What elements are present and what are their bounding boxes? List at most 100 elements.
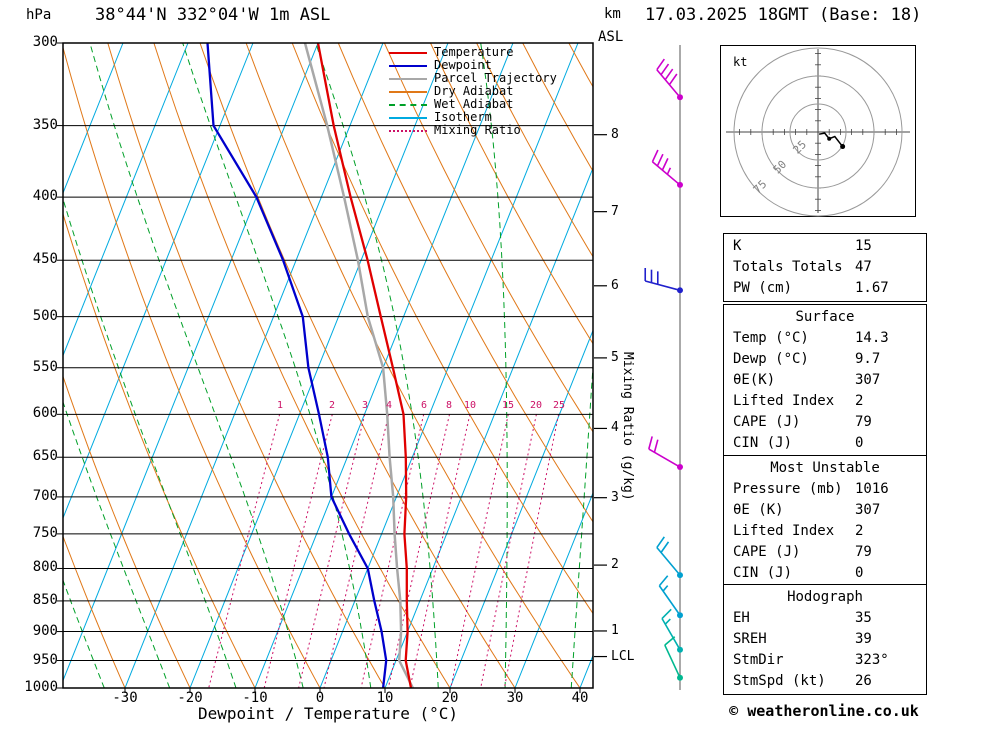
table-row-label: SREH xyxy=(733,631,767,647)
wind-barb xyxy=(658,575,683,619)
table-row-value: 35 xyxy=(855,610,872,626)
temperature-tick-label: 0 xyxy=(315,690,325,706)
table-row-label: EH xyxy=(733,610,750,626)
mixing-ratio-value-label: 8 xyxy=(445,400,453,411)
hodograph-storm-marker xyxy=(840,144,846,150)
km-tick-label: 3 xyxy=(611,490,619,505)
table-section-title: Hodograph xyxy=(787,589,863,605)
pressure-gridlines xyxy=(57,42,593,693)
legend-line-sample xyxy=(389,129,427,132)
hodograph-ring xyxy=(789,103,847,161)
mixing-ratio-lines xyxy=(208,414,560,688)
mixing-ratio-value-label: 20 xyxy=(529,400,543,411)
temperature-curve xyxy=(316,43,413,688)
table-row-value: 2 xyxy=(855,393,864,409)
legend-item: Dry Adiabat xyxy=(389,85,557,98)
temperature-tick-label: -10 xyxy=(242,690,268,706)
table-row-value: 9.7 xyxy=(855,351,881,367)
table-row-label: Totals Totals xyxy=(733,259,843,275)
legend-item-label: Dry Adiabat xyxy=(434,84,514,98)
pressure-tick-label: 350 xyxy=(32,117,58,133)
table-row: θE (K) 307 xyxy=(724,500,926,521)
temperature-tick-label: 10 xyxy=(376,690,394,706)
table-row-value: 79 xyxy=(855,544,872,560)
legend-line-sample xyxy=(389,90,427,93)
table-row: Lifted Index 2 xyxy=(724,391,926,412)
table-row-label: StmDir xyxy=(733,652,784,668)
table-row-label: Pressure (mb) xyxy=(733,481,843,497)
table-row-value: 15 xyxy=(855,238,872,254)
table-row: PW (cm) 1.67 xyxy=(724,278,926,299)
pressure-tick-label: 850 xyxy=(32,592,58,608)
legend-line-sample xyxy=(389,77,427,80)
table-row: CIN (J) 0 xyxy=(724,433,926,454)
legend-item: Isotherm xyxy=(389,111,557,124)
km-unit-label: km xyxy=(604,6,621,22)
table-row: StmSpd (kt) 26 xyxy=(724,671,926,692)
wind-barb xyxy=(656,536,683,579)
table-row-label: θE (K) xyxy=(733,502,784,518)
pressure-tick-label: 650 xyxy=(32,448,58,464)
table-row-value: 47 xyxy=(855,259,872,275)
mixing-ratio-value-label: 4 xyxy=(385,400,393,411)
km-tick-label: 8 xyxy=(611,127,619,142)
legend-item: Dewpoint xyxy=(389,59,557,72)
table-row-label: CAPE (J) xyxy=(733,544,801,560)
table-row: θE(K) 307 xyxy=(724,370,926,391)
table-row-value: 39 xyxy=(855,631,872,647)
sounding-curves xyxy=(206,43,415,688)
table-row-label: Lifted Index xyxy=(733,523,835,539)
table-row-label: CIN (J) xyxy=(733,565,793,581)
legend-item-label: Parcel Trajectory xyxy=(434,71,557,85)
asl-unit-label: ASL xyxy=(598,29,624,45)
mixing-ratio-value-label: 25 xyxy=(552,400,566,411)
km-tick-label: 2 xyxy=(611,557,619,572)
pressure-tick-label: 700 xyxy=(32,488,58,504)
table-row: Temp (°C) 14.3 xyxy=(724,328,926,349)
hodograph-unit-label: kt xyxy=(733,55,748,69)
wind-barb xyxy=(656,58,683,101)
table-row-value: 79 xyxy=(855,414,872,430)
pressure-tick-label: 450 xyxy=(32,251,58,267)
table-row: StmDir 323° xyxy=(724,650,926,671)
legend-item-label: Temperature xyxy=(434,45,514,59)
table-row: K 15 xyxy=(724,236,926,257)
km-tick-label: 5 xyxy=(611,350,619,365)
dewpoint-curve xyxy=(206,43,388,688)
hodograph-table: Hodograph EH 35 SREH 39 StmDir 323° StmSpd (kt)… xyxy=(723,584,927,695)
table-row-value: 2 xyxy=(855,523,864,539)
km-tick-label: 6 xyxy=(611,278,619,293)
mixing-ratio-value-label: 10 xyxy=(463,400,477,411)
pressure-tick-label: 950 xyxy=(32,652,58,668)
table-row: Lifted Index 2 xyxy=(724,521,926,542)
table-row-label: Dewp (°C) xyxy=(733,351,809,367)
table-row-value: 1016 xyxy=(855,481,889,497)
km-tick-label: 4 xyxy=(611,420,619,435)
pressure-unit-label: hPa xyxy=(26,7,52,23)
surface-table: Surface Temp (°C) 14.3 Dewp (°C) 9.7 θE(K) 307… xyxy=(723,304,927,457)
legend-item-label: Mixing Ratio xyxy=(434,123,521,137)
most-unstable-table: Most Unstable Pressure (mb) 1016 θE (K) 307 L… xyxy=(723,455,927,587)
km-tick-label: 1 xyxy=(611,623,619,638)
pressure-tick-label: 1000 xyxy=(24,679,58,695)
legend-item-label: Wet Adiabat xyxy=(434,97,514,111)
table-row-value: 307 xyxy=(855,502,881,518)
wet-adiabat-lines xyxy=(63,43,593,688)
pressure-tick-label: 600 xyxy=(32,405,58,421)
mixing-ratio-axis-title: Mixing Ratio (g/kg) xyxy=(620,352,635,501)
wind-barb xyxy=(648,436,683,471)
table-row: Pressure (mb) 1016 xyxy=(724,479,926,500)
temperature-tick-label: 30 xyxy=(506,690,524,706)
legend-item-label: Isotherm xyxy=(434,110,492,124)
table-row-value: 0 xyxy=(855,565,864,581)
chart-legend: Temperature Dewpoint Parcel Trajectory Dry … xyxy=(389,46,557,137)
table-row-label: K xyxy=(733,238,742,254)
credit-footer: © weatheronline.co.uk xyxy=(729,702,919,720)
pressure-tick-label: 500 xyxy=(32,308,58,324)
table-row: CAPE (J) 79 xyxy=(724,542,926,563)
table-row: SREH 39 xyxy=(724,629,926,650)
